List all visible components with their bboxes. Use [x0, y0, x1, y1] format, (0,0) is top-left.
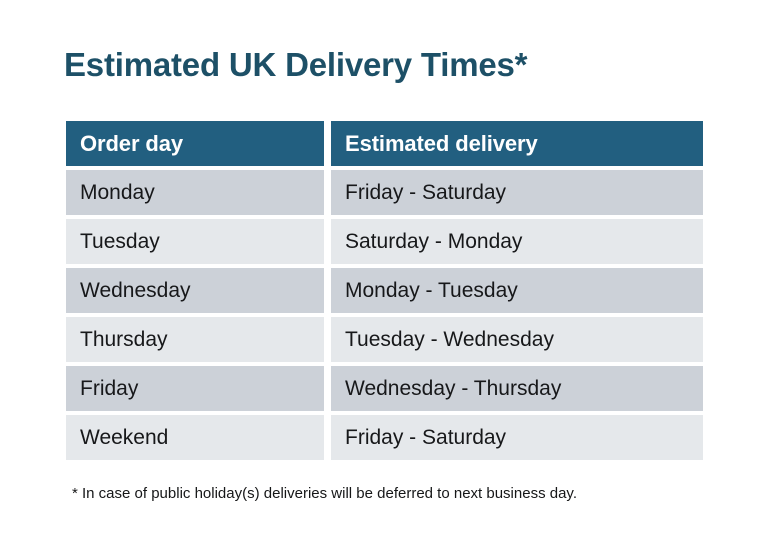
table-row: Monday Friday - Saturday [66, 170, 703, 215]
cell-order-day: Weekend [66, 415, 324, 460]
page-title: Estimated UK Delivery Times* [64, 46, 528, 83]
table-row: Thursday Tuesday - Wednesday [66, 317, 703, 362]
table-row: Friday Wednesday - Thursday [66, 366, 703, 411]
cell-estimated-delivery: Friday - Saturday [331, 415, 703, 460]
delivery-times-table: Order day Estimated delivery Monday Frid… [66, 121, 703, 460]
cell-estimated-delivery: Wednesday - Thursday [331, 366, 703, 411]
table-row: Wednesday Monday - Tuesday [66, 268, 703, 313]
table-row: Weekend Friday - Saturday [66, 415, 703, 460]
table-header-row: Order day Estimated delivery [66, 121, 703, 166]
column-header-estimated-delivery: Estimated delivery [331, 121, 703, 166]
cell-order-day: Tuesday [66, 219, 324, 264]
column-header-order-day: Order day [66, 121, 324, 166]
footnote-text: * In case of public holiday(s) deliverie… [72, 485, 577, 502]
cell-estimated-delivery: Tuesday - Wednesday [331, 317, 703, 362]
cell-order-day: Thursday [66, 317, 324, 362]
cell-order-day: Friday [66, 366, 324, 411]
table-row: Tuesday Saturday - Monday [66, 219, 703, 264]
cell-estimated-delivery: Monday - Tuesday [331, 268, 703, 313]
cell-estimated-delivery: Friday - Saturday [331, 170, 703, 215]
cell-order-day: Monday [66, 170, 324, 215]
cell-order-day: Wednesday [66, 268, 324, 313]
cell-estimated-delivery: Saturday - Monday [331, 219, 703, 264]
